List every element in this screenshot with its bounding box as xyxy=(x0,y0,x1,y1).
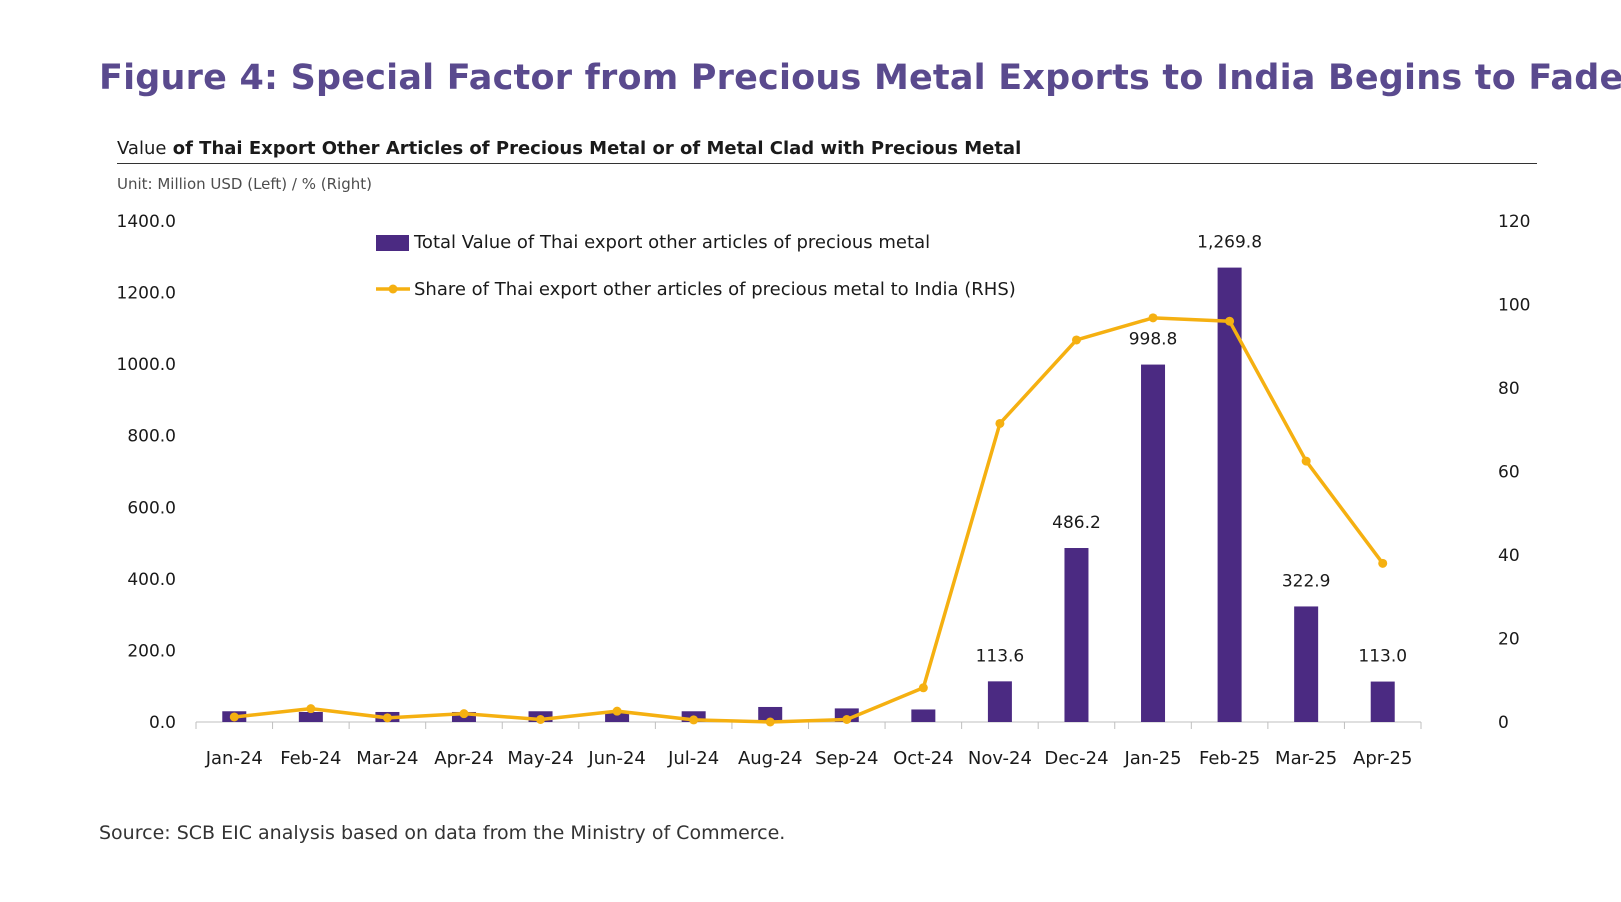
x-tick-label: Apr-25 xyxy=(1353,748,1412,769)
legend-line-label: Share of Thai export other articles of p… xyxy=(414,279,1016,300)
y-axis-left: 0.0 200.0 400.0 600.0 800.0 1000.0 1200.0 1400.… xyxy=(117,212,176,733)
y-axis-right: 0 20 40 60 80 100 120 xyxy=(1498,212,1530,733)
y-left-tick-label: 1000.0 xyxy=(117,355,176,375)
share-point xyxy=(1378,558,1388,568)
legend: Total Value of Thai export other article… xyxy=(376,232,1016,300)
chart-subtitle-rest: of Thai Export Other Articles of Preciou… xyxy=(166,138,1022,159)
share-point xyxy=(1301,456,1311,466)
x-tick-label: Jun-24 xyxy=(587,748,646,769)
bar xyxy=(1064,548,1089,722)
share-point xyxy=(918,683,928,693)
chart-subtitle-lead: Value xyxy=(117,138,167,159)
chart-subtitle: Value of Thai Export Other Articles of P… xyxy=(117,138,1021,159)
bar-data-labels: 113.6 486.2 998.8 1,269.8 322.9 113.0 xyxy=(976,233,1407,667)
share-point xyxy=(1071,335,1081,345)
share-point xyxy=(842,714,852,724)
legend-bar-swatch xyxy=(376,235,409,251)
share-point xyxy=(382,713,392,723)
share-point xyxy=(306,704,316,714)
x-tick-label: Mar-24 xyxy=(356,748,418,769)
source-note: Source: SCB EIC analysis based on data f… xyxy=(99,822,786,844)
legend-bar-label: Total Value of Thai export other article… xyxy=(413,232,930,253)
y-right-tick-label: 100 xyxy=(1498,296,1530,316)
legend-line-marker xyxy=(388,284,398,294)
share-point xyxy=(765,717,775,727)
y-right-tick-label: 60 xyxy=(1498,463,1520,483)
unit-note: Unit: Million USD (Left) / % (Right) xyxy=(117,175,372,193)
x-tick-label: Apr-24 xyxy=(434,748,493,769)
bar xyxy=(1141,364,1166,722)
share-point xyxy=(689,715,699,725)
y-right-tick-label: 120 xyxy=(1498,212,1530,232)
figure-title: Figure 4: Special Factor from Precious M… xyxy=(99,58,1621,98)
y-right-tick-label: 20 xyxy=(1498,630,1520,650)
bar-data-label: 113.0 xyxy=(1358,647,1407,667)
bar-series xyxy=(222,267,1395,722)
share-point xyxy=(1225,316,1235,326)
share-point xyxy=(612,706,622,716)
y-left-tick-label: 1400.0 xyxy=(117,212,176,232)
bar xyxy=(298,711,323,722)
x-tick-label: Mar-25 xyxy=(1275,748,1337,769)
bar-data-label: 113.6 xyxy=(976,646,1025,666)
share-point xyxy=(995,418,1005,428)
y-right-tick-label: 0 xyxy=(1498,713,1509,733)
line-series xyxy=(229,313,1388,727)
subtitle-divider xyxy=(117,163,1537,164)
x-tick-label: Jan-24 xyxy=(205,748,263,769)
x-tick-label: Sep-24 xyxy=(815,748,878,769)
share-line xyxy=(234,316,1385,724)
x-tick-label: May-24 xyxy=(507,748,573,769)
bar xyxy=(1294,606,1319,722)
x-tick-label: Nov-24 xyxy=(968,748,1032,769)
bar-data-label: 322.9 xyxy=(1282,571,1331,591)
bar xyxy=(911,709,936,722)
y-right-tick-label: 40 xyxy=(1498,546,1520,566)
y-left-tick-label: 600.0 xyxy=(127,498,176,518)
x-axis-labels: Jan-24 Feb-24 Mar-24 Apr-24 May-24 Jun-24 Jul-… xyxy=(205,748,1413,769)
x-tick-label: Feb-24 xyxy=(280,748,341,769)
bar xyxy=(987,681,1012,722)
y-left-tick-label: 400.0 xyxy=(127,570,176,590)
y-left-tick-label: 800.0 xyxy=(127,427,176,447)
x-tick-label: Jan-25 xyxy=(1123,748,1181,769)
x-tick-label: Dec-24 xyxy=(1044,748,1108,769)
bar-data-label: 1,269.8 xyxy=(1197,233,1262,253)
y-left-tick-label: 1200.0 xyxy=(117,284,176,304)
y-left-tick-label: 0.0 xyxy=(149,713,176,733)
share-point xyxy=(1148,313,1158,323)
bar-data-label: 486.2 xyxy=(1052,513,1101,533)
bar-data-label: 998.8 xyxy=(1129,330,1178,350)
bar xyxy=(1217,267,1242,722)
x-axis-ticks xyxy=(195,722,1422,729)
share-point xyxy=(536,714,546,724)
x-tick-label: Oct-24 xyxy=(893,748,954,769)
share-point xyxy=(229,712,239,722)
x-tick-label: Jul-24 xyxy=(667,748,719,769)
x-tick-label: Feb-25 xyxy=(1199,748,1260,769)
bar xyxy=(605,711,630,722)
share-point xyxy=(459,709,469,719)
y-left-tick-label: 200.0 xyxy=(127,641,176,661)
x-tick-label: Aug-24 xyxy=(738,748,803,769)
y-right-tick-label: 80 xyxy=(1498,379,1520,399)
bar xyxy=(1370,681,1395,722)
bar xyxy=(758,706,783,722)
